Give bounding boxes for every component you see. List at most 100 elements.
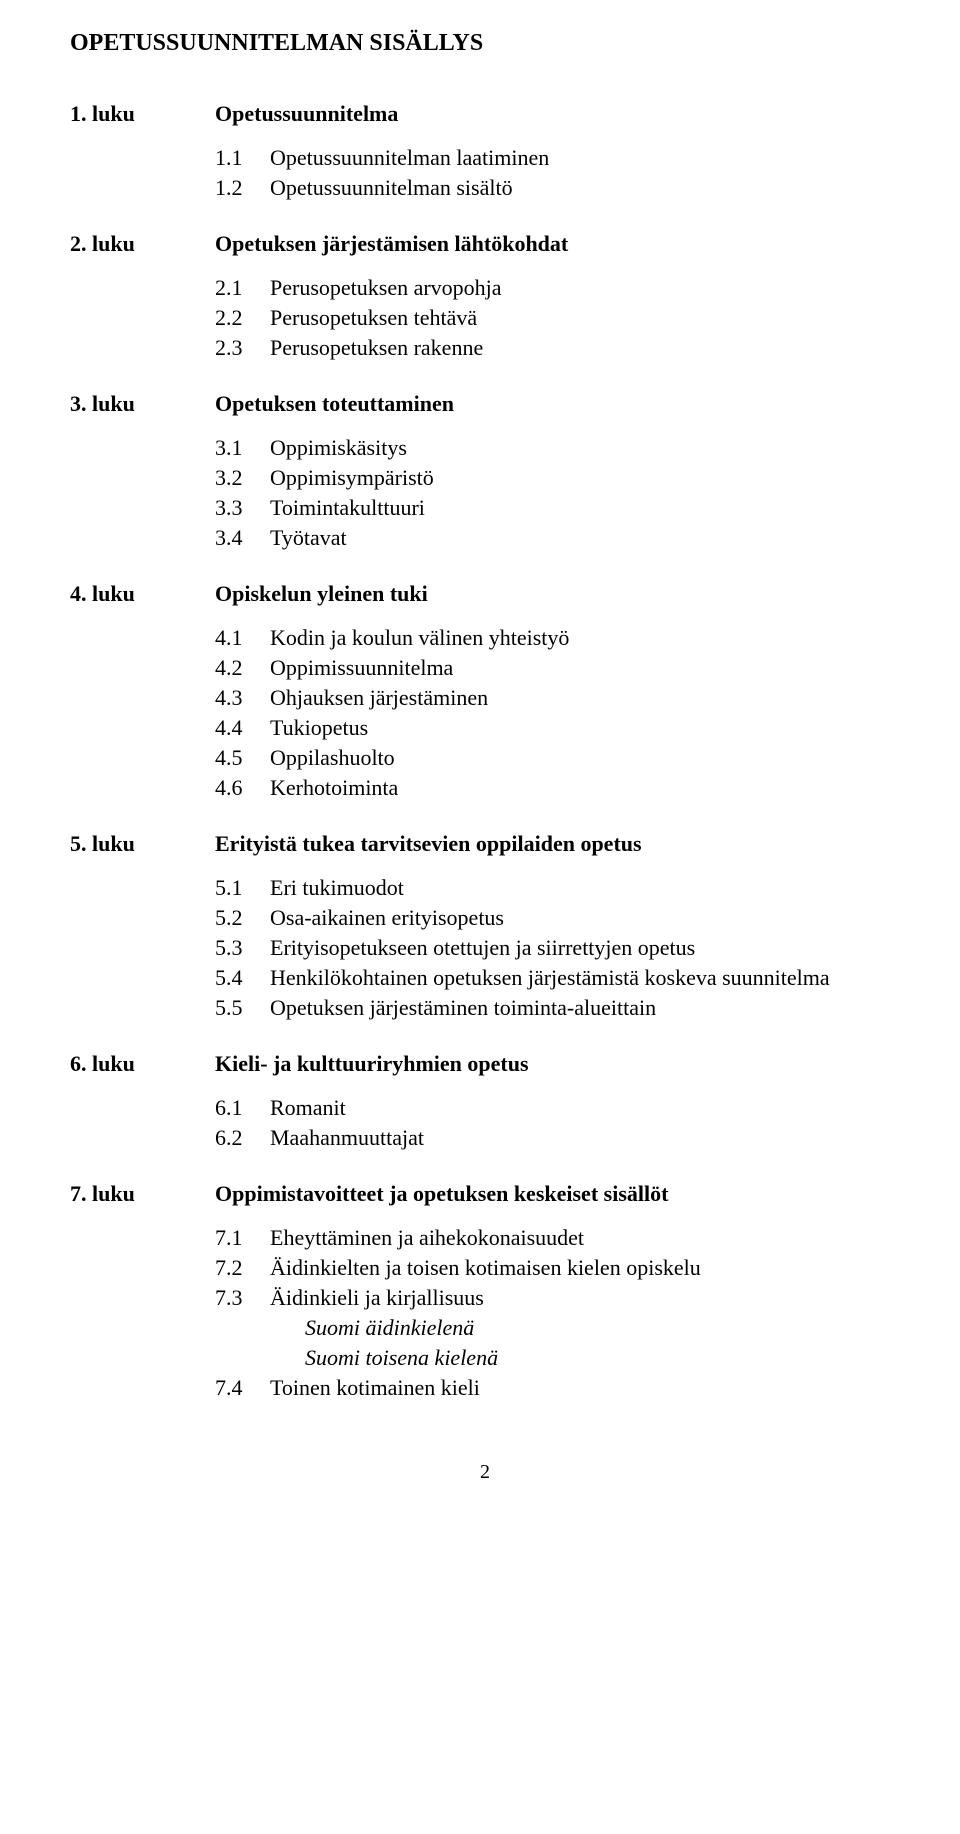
toc-sub-number: 5.3 bbox=[215, 935, 270, 961]
toc-sub-text: Opetussuunnitelman sisältö bbox=[270, 175, 513, 201]
toc-sub-item: 5.1Eri tukimuodot bbox=[215, 875, 900, 901]
toc-sub-number: 7.3 bbox=[215, 1285, 270, 1311]
toc-sub-text: Perusopetuksen rakenne bbox=[270, 335, 483, 361]
toc-sub-item: 4.3Ohjauksen järjestäminen bbox=[215, 685, 900, 711]
chapter-sub-block: 1.1Opetussuunnitelman laatiminen 1.2Opetu… bbox=[215, 145, 900, 201]
toc-sub-text: Oppimiskäsitys bbox=[270, 435, 407, 461]
toc-sub-text: Toimintakulttuuri bbox=[270, 495, 425, 521]
toc-sub-number: 2.3 bbox=[215, 335, 270, 361]
chapter-label: 1. luku bbox=[70, 101, 215, 127]
toc-sub-text: Oppimisympäristö bbox=[270, 465, 434, 491]
toc-sub-text: Romanit bbox=[270, 1095, 346, 1121]
toc-sub-number: 3.1 bbox=[215, 435, 270, 461]
toc-sub-number: 3.4 bbox=[215, 525, 270, 551]
toc-sub-item: 4.4Tukiopetus bbox=[215, 715, 900, 741]
chapter-title: Opetussuunnitelma bbox=[215, 101, 398, 127]
toc-sub-text: Oppilashuolto bbox=[270, 745, 395, 771]
toc-sub-item: 4.2Oppimissuunnitelma bbox=[215, 655, 900, 681]
toc-sub-item: 3.3Toimintakulttuuri bbox=[215, 495, 900, 521]
table-of-contents: 1. lukuOpetussuunnitelma 1.1Opetussuunnit… bbox=[70, 101, 900, 1401]
chapter-row: 6. lukuKieli- ja kulttuuriryhmien opetus bbox=[70, 1051, 900, 1077]
toc-sub-item: 1.1Opetussuunnitelman laatiminen bbox=[215, 145, 900, 171]
chapter-sub-block: 3.1Oppimiskäsitys3.2Oppimisympäristö3.3T… bbox=[215, 435, 900, 551]
toc-sub-text: Henkilökohtainen opetuksen järjestämistä… bbox=[270, 965, 830, 991]
chapter-row: 3. lukuOpetuksen toteuttaminen bbox=[70, 391, 900, 417]
toc-sub-item: 7.4Toinen kotimainen kieli bbox=[215, 1375, 900, 1401]
chapter-label: 3. luku bbox=[70, 391, 215, 417]
toc-sub-text: Opetuksen järjestäminen toiminta-alueitt… bbox=[270, 995, 656, 1021]
toc-sub-sub-item: Suomi toisena kielenä bbox=[305, 1345, 900, 1371]
toc-sub-number: 3.2 bbox=[215, 465, 270, 491]
toc-sub-text: Toinen kotimainen kieli bbox=[270, 1375, 480, 1401]
toc-sub-item: 3.4Työtavat bbox=[215, 525, 900, 551]
chapter-row: 5. lukuErityistä tukea tarvitsevien oppi… bbox=[70, 831, 900, 857]
toc-sub-number: 7.4 bbox=[215, 1375, 270, 1401]
toc-sub-number: 7.1 bbox=[215, 1225, 270, 1251]
chapter-label: 7. luku bbox=[70, 1181, 215, 1207]
toc-sub-number: 6.1 bbox=[215, 1095, 270, 1121]
chapter-title: Oppimistavoitteet ja opetuksen keskeiset… bbox=[215, 1181, 668, 1207]
toc-sub-number: 5.5 bbox=[215, 995, 270, 1021]
toc-sub-text: Kerhotoiminta bbox=[270, 775, 398, 801]
toc-sub-text: Äidinkielten ja toisen kotimaisen kielen… bbox=[270, 1255, 701, 1281]
toc-sub-item: 7.3Äidinkieli ja kirjallisuus bbox=[215, 1285, 900, 1311]
chapter-title: Erityistä tukea tarvitsevien oppilaiden … bbox=[215, 831, 642, 857]
toc-sub-number: 4.3 bbox=[215, 685, 270, 711]
toc-sub-text: Perusopetuksen arvopohja bbox=[270, 275, 502, 301]
chapter-label: 5. luku bbox=[70, 831, 215, 857]
toc-sub-number: 4.5 bbox=[215, 745, 270, 771]
toc-sub-item: 5.2Osa-aikainen erityisopetus bbox=[215, 905, 900, 931]
toc-sub-text: Ohjauksen järjestäminen bbox=[270, 685, 488, 711]
toc-sub-item: 4.1Kodin ja koulun välinen yhteistyö bbox=[215, 625, 900, 651]
toc-sub-item: 7.1Eheyttäminen ja aihekokonaisuudet bbox=[215, 1225, 900, 1251]
toc-sub-number: 2.1 bbox=[215, 275, 270, 301]
toc-sub-sub-item: Suomi äidinkielenä bbox=[305, 1315, 900, 1341]
toc-sub-number: 1.1 bbox=[215, 145, 270, 171]
toc-sub-item: 3.2Oppimisympäristö bbox=[215, 465, 900, 491]
chapter-label: 6. luku bbox=[70, 1051, 215, 1077]
toc-sub-number: 4.2 bbox=[215, 655, 270, 681]
toc-sub-number: 4.6 bbox=[215, 775, 270, 801]
toc-sub-item: 2.2Perusopetuksen tehtävä bbox=[215, 305, 900, 331]
toc-sub-text: Kodin ja koulun välinen yhteistyö bbox=[270, 625, 569, 651]
toc-sub-number: 7.2 bbox=[215, 1255, 270, 1281]
toc-sub-item: 1.2Opetussuunnitelman sisältö bbox=[215, 175, 900, 201]
toc-sub-item: 7.2Äidinkielten ja toisen kotimaisen kie… bbox=[215, 1255, 900, 1281]
toc-sub-text: Äidinkieli ja kirjallisuus bbox=[270, 1285, 484, 1311]
chapter-row: 4. lukuOpiskelun yleinen tuki bbox=[70, 581, 900, 607]
toc-sub-text: Maahanmuuttajat bbox=[270, 1125, 424, 1151]
toc-sub-text: Eri tukimuodot bbox=[270, 875, 404, 901]
chapter-title: Kieli- ja kulttuuriryhmien opetus bbox=[215, 1051, 529, 1077]
chapter-row: 7. lukuOppimistavoitteet ja opetuksen ke… bbox=[70, 1181, 900, 1207]
toc-sub-item: 3.1Oppimiskäsitys bbox=[215, 435, 900, 461]
chapter-label: 2. luku bbox=[70, 231, 215, 257]
toc-sub-number: 1.2 bbox=[215, 175, 270, 201]
toc-sub-item: 2.1Perusopetuksen arvopohja bbox=[215, 275, 900, 301]
toc-sub-text: Erityisopetukseen otettujen ja siirretty… bbox=[270, 935, 695, 961]
chapter-title: Opetuksen järjestämisen lähtökohdat bbox=[215, 231, 568, 257]
toc-sub-number: 5.1 bbox=[215, 875, 270, 901]
toc-sub-text: Eheyttäminen ja aihekokonaisuudet bbox=[270, 1225, 584, 1251]
toc-sub-number: 6.2 bbox=[215, 1125, 270, 1151]
toc-sub-item: 5.3Erityisopetukseen otettujen ja siirre… bbox=[215, 935, 900, 961]
chapter-row: 2. lukuOpetuksen järjestämisen lähtökohd… bbox=[70, 231, 900, 257]
toc-sub-item: 4.6Kerhotoiminta bbox=[215, 775, 900, 801]
toc-sub-item: 5.5Opetuksen järjestäminen toiminta-alue… bbox=[215, 995, 900, 1021]
toc-sub-text: Oppimissuunnitelma bbox=[270, 655, 453, 681]
toc-sub-number: 3.3 bbox=[215, 495, 270, 521]
chapter-title: Opiskelun yleinen tuki bbox=[215, 581, 428, 607]
chapter-label: 4. luku bbox=[70, 581, 215, 607]
page-title: OPETUSSUUNNITELMAN SISÄLLYS bbox=[70, 30, 900, 57]
chapter-sub-block: 5.1Eri tukimuodot5.2Osa-aikainen erityis… bbox=[215, 875, 900, 1021]
toc-sub-number: 5.2 bbox=[215, 905, 270, 931]
toc-sub-number: 4.4 bbox=[215, 715, 270, 741]
toc-sub-text: Osa-aikainen erityisopetus bbox=[270, 905, 504, 931]
chapter-sub-block: 4.1Kodin ja koulun välinen yhteistyö4.2O… bbox=[215, 625, 900, 801]
toc-sub-text: Tukiopetus bbox=[270, 715, 368, 741]
toc-sub-number: 4.1 bbox=[215, 625, 270, 651]
toc-sub-item: 5.4Henkilökohtainen opetuksen järjestämi… bbox=[215, 965, 900, 991]
toc-sub-text: Työtavat bbox=[270, 525, 347, 551]
chapter-sub-block: 6.1Romanit6.2Maahanmuuttajat bbox=[215, 1095, 900, 1151]
page-number: 2 bbox=[70, 1461, 900, 1484]
chapter-title: Opetuksen toteuttaminen bbox=[215, 391, 454, 417]
